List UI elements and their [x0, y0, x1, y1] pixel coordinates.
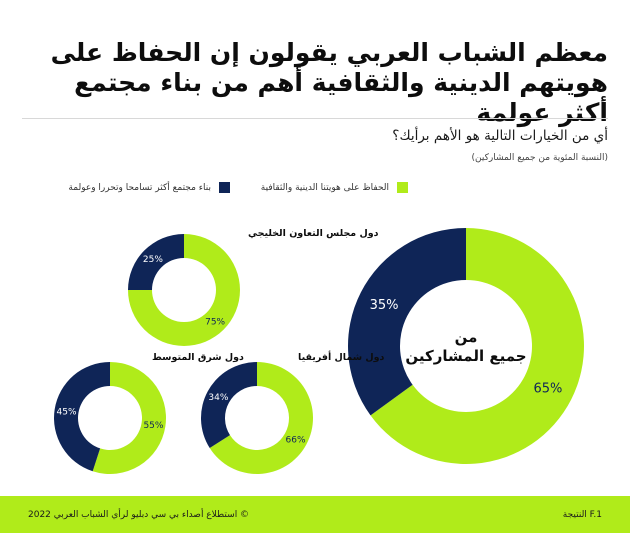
donut-1-label-0: 75%: [205, 317, 225, 327]
legend-swatch-identity: [397, 182, 408, 193]
donut-0-title-line-1: جميع المشاركين: [405, 347, 526, 365]
donut-1-slice-1: [128, 234, 184, 290]
result-label: النتيجة F.1: [562, 509, 602, 520]
donut-0-slice-0: [370, 228, 584, 465]
donut-3-title: دول شرق المتوسط: [152, 352, 244, 363]
donut-1-slice-0: [128, 234, 240, 346]
donut-2-title: دول شمال أفريقيا: [298, 350, 385, 363]
page-title: معظم الشباب العربي يقولون إن الحفاظ على …: [50, 38, 608, 127]
donut-3-label-1: 45%: [57, 407, 77, 417]
donut-1-title: دول مجلس التعاون الخليجي: [248, 228, 379, 239]
legend-label-globalization: بناء مجتمع أكثر تسامحا وتحررا وعولمة: [68, 182, 211, 193]
legend-item-globalization: بناء مجتمع أكثر تسامحا وتحررا وعولمة: [68, 182, 230, 193]
donut-2-slice-0: [209, 362, 314, 474]
donut-1-label-1: 25%: [143, 255, 163, 265]
donut-2-slice-1: [201, 362, 257, 449]
donut-0-label-0: 65%: [534, 381, 563, 396]
donut-3-slice-1: [54, 362, 110, 472]
copyright: © استطلاع أصداء بي سي دبليو لرأي الشباب …: [28, 509, 250, 520]
footer: © استطلاع أصداء بي سي دبليو لرأي الشباب …: [0, 496, 630, 533]
donut-3-label-0: 55%: [143, 421, 163, 431]
donut-2-label-0: 66%: [286, 435, 306, 445]
legend-item-identity: الحفاظ على هويتنا الدينية والثقافية: [261, 182, 408, 193]
donut-2-label-1: 34%: [208, 393, 228, 403]
subtitle-note: (النسبة المئوية من جميع المشاركين): [471, 153, 609, 163]
donut-0-title-line-0: من: [455, 328, 478, 346]
question: أي من الخيارات التالية هو الأهم برأيك؟: [392, 128, 608, 144]
donut-0-slice-1: [347, 228, 466, 416]
legend-swatch-globalization: [219, 182, 230, 193]
donut-0-label-1: 35%: [370, 298, 399, 313]
legend-label-identity: الحفاظ على هويتنا الدينية والثقافية: [260, 182, 389, 193]
divider: [22, 118, 608, 119]
donut-3-slice-0: [92, 362, 167, 474]
